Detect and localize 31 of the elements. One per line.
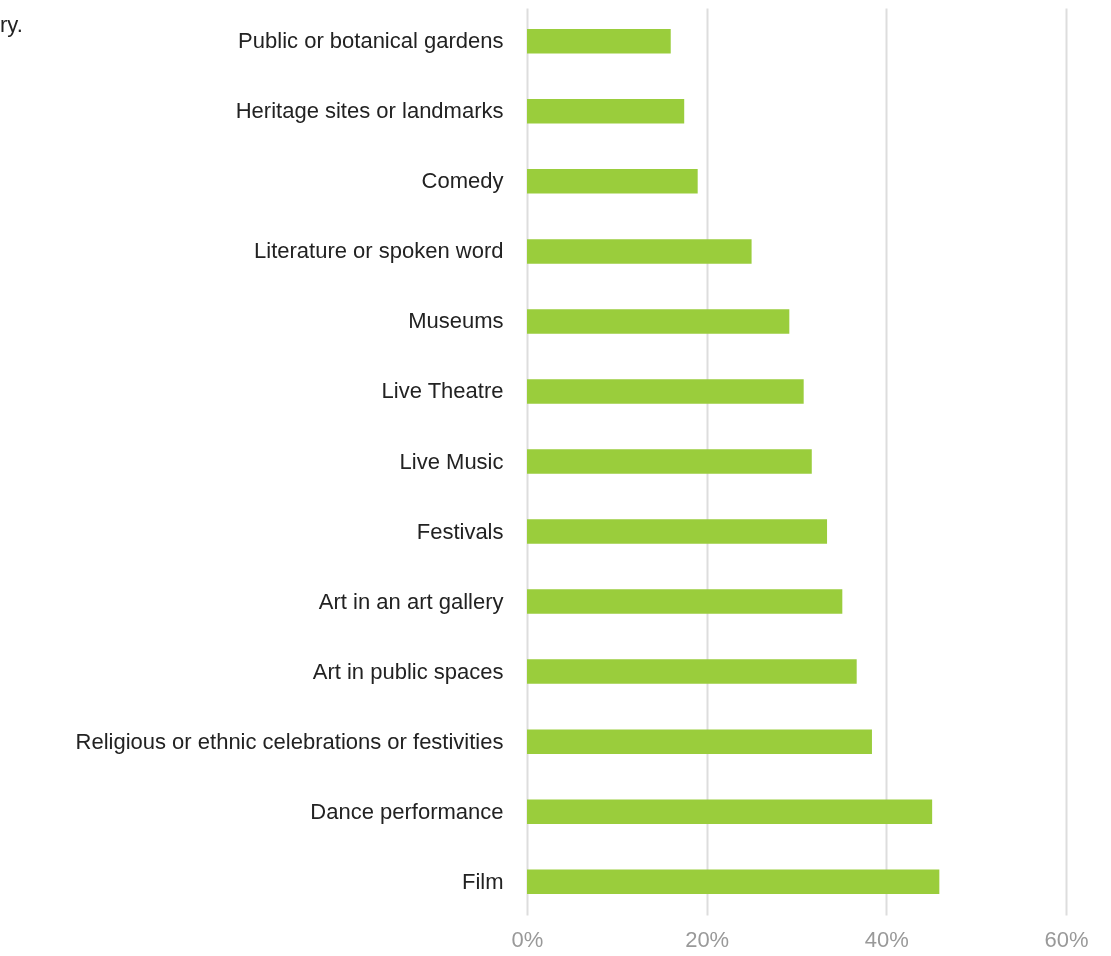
y-tick-label: Literature or spoken word [254, 238, 504, 264]
x-tick-label: 20% [685, 926, 730, 952]
y-tick-label: Festivals [416, 518, 504, 544]
y-tick-label: Film [461, 868, 504, 894]
bar [527, 659, 857, 684]
y-tick-label: Museums [408, 308, 504, 334]
bar [527, 239, 752, 264]
y-tick-label: Comedy [421, 168, 504, 194]
y-tick-label: Heritage sites or landmarks [235, 98, 504, 124]
bar [527, 29, 671, 54]
bar [527, 379, 804, 404]
bar [527, 449, 812, 474]
y-tick-label: Religious or ethnic celebrations or festivities [75, 728, 504, 754]
bar [527, 519, 828, 544]
y-tick-label: Dance performance [310, 798, 504, 824]
y-tick-label: Public or botanical gardens [238, 28, 504, 54]
y-tick-label: Live Theatre [381, 378, 504, 404]
x-tick-label: 0% [511, 926, 544, 952]
bar [527, 729, 872, 754]
bar [527, 99, 685, 124]
bar [527, 869, 940, 894]
bar [527, 799, 933, 824]
bar [527, 589, 843, 614]
y-tick-label: Art in an art gallery [318, 588, 504, 614]
text: ry. [0, 12, 23, 38]
x-tick-label: 60% [1044, 926, 1089, 952]
x-tick-label: 40% [864, 926, 909, 952]
y-tick-label: Art in public spaces [312, 658, 504, 684]
y-tick-label: Live Music [399, 448, 504, 474]
bar [527, 309, 790, 334]
bar [527, 169, 698, 194]
